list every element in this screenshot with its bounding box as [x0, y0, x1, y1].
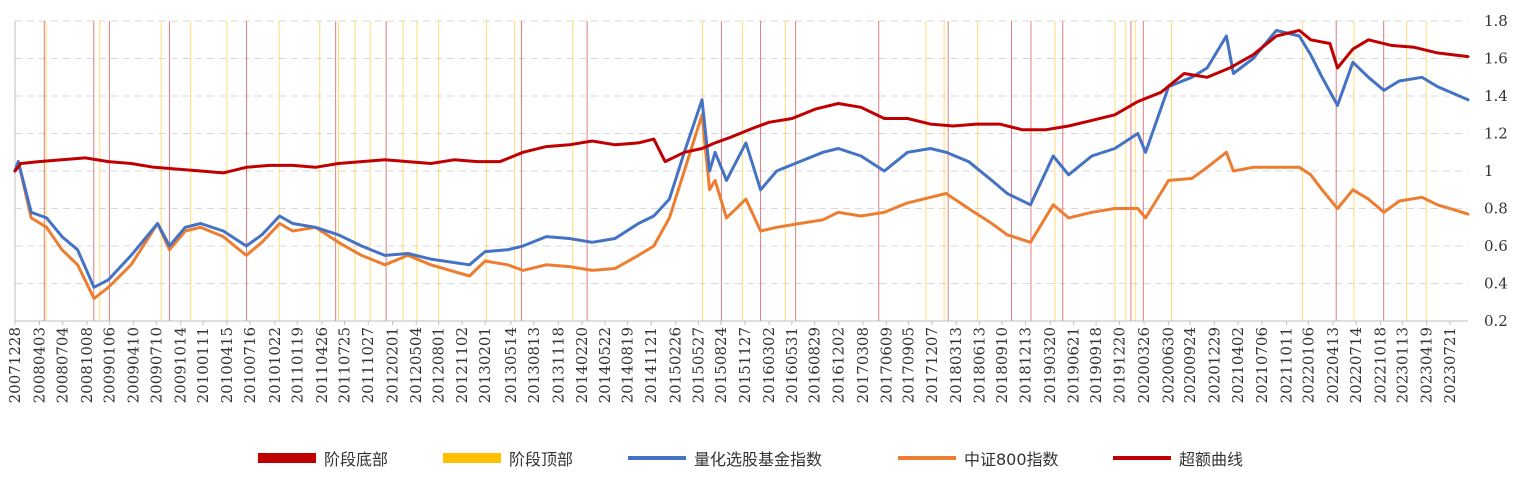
x-tick-label: 20200630 [1159, 327, 1177, 403]
x-tick-label: 20150824 [712, 327, 730, 403]
x-tick-label: 20100111 [194, 327, 212, 403]
legend-label-excess: 超额曲线 [1179, 450, 1243, 469]
legend-item-stage-bottom: 阶段底部 [258, 450, 388, 469]
x-tick-label: 20160531 [783, 327, 801, 403]
x-tick-label: 20140819 [619, 327, 637, 403]
x-tick-label: 20140522 [596, 327, 614, 403]
x-tick-label: 20080704 [54, 327, 72, 403]
y-tick-label: 1.6 [1484, 50, 1508, 68]
x-tick-label: 20200924 [1181, 327, 1199, 403]
excess-curve-line [13, 28, 1470, 175]
x-tick-label: 20200326 [1135, 327, 1153, 403]
y-tick-label: 0.6 [1484, 237, 1508, 255]
stage-marker-layer [14, 21, 1427, 321]
x-tick-label: 20080403 [31, 327, 49, 403]
legend: 阶段底部 阶段顶部 量化选股基金指数 中证800指数 超额曲线 [258, 450, 1243, 469]
x-tick-label: 20121102 [453, 327, 471, 403]
x-tick-labels: 20071228 20080403 20080704 20081008 20090106… [6, 321, 1459, 403]
legend-item-csi800: 中证800指数 [898, 450, 1059, 469]
x-tick-label: 20091014 [172, 327, 190, 403]
x-tick-label: 20170905 [900, 327, 918, 403]
x-tick-label: 20220106 [1299, 327, 1317, 403]
series-layer [13, 28, 1470, 300]
x-tick-label: 20230419 [1418, 327, 1436, 403]
x-tick-label: 20141121 [642, 327, 660, 403]
y-tick-labels: 0.2 0.4 0.6 0.8 1 1.2 1.4 1.6 1.8 [1484, 12, 1508, 330]
x-tick-label: 20220413 [1324, 327, 1342, 403]
y-tick-label: 1.8 [1484, 12, 1508, 30]
x-tick-label: 20230721 [1441, 327, 1459, 403]
x-tick-label: 20160302 [760, 327, 778, 403]
x-tick-label: 20140220 [573, 327, 591, 403]
legend-label-stage-bottom: 阶段底部 [324, 450, 388, 469]
x-tick-label: 20190320 [1041, 327, 1059, 403]
x-tick-label: 20180910 [993, 327, 1011, 403]
x-tick-label: 20110725 [336, 327, 354, 403]
x-tick-label: 20090410 [124, 327, 142, 403]
x-tick-label: 20090710 [147, 327, 165, 403]
y-tick-label: 1 [1484, 162, 1494, 180]
x-tick-label: 20221018 [1371, 327, 1389, 403]
x-tick-label: 20161202 [830, 327, 848, 403]
x-tick-label: 20090106 [101, 327, 119, 403]
y-tick-label: 1.4 [1484, 87, 1508, 105]
x-tick-label: 20111027 [359, 327, 377, 403]
x-tick-label: 20081008 [78, 327, 96, 403]
x-tick-label: 20201229 [1205, 327, 1223, 403]
x-tick-label: 20170308 [854, 327, 872, 403]
legend-item-quant-fund: 量化选股基金指数 [628, 450, 822, 469]
x-tick-label: 20110119 [288, 327, 306, 403]
x-tick-label: 20181213 [1017, 327, 1035, 403]
x-tick-label: 20071228 [6, 327, 24, 403]
x-tick-label: 20160829 [806, 327, 824, 403]
x-tick-label: 20110426 [313, 327, 331, 403]
x-tick-label: 20211011 [1278, 327, 1296, 403]
x-tick-label: 20180313 [947, 327, 965, 403]
x-tick-label: 20120504 [407, 327, 425, 403]
x-tick-label: 20230113 [1393, 327, 1411, 403]
y-tick-label: 0.4 [1484, 275, 1508, 293]
y-tick-label: 1.2 [1484, 125, 1508, 143]
x-tick-label: 20131118 [549, 327, 567, 403]
x-tick-label: 20190918 [1087, 327, 1105, 403]
x-tick-label: 20130514 [502, 327, 520, 403]
x-tick-label: 20130201 [476, 327, 494, 403]
legend-item-stage-top: 阶段顶部 [443, 450, 573, 469]
x-tick-label: 20210706 [1253, 327, 1271, 403]
legend-label-stage-top: 阶段顶部 [509, 450, 573, 469]
x-tick-label: 20120801 [430, 327, 448, 403]
x-tick-label: 20120201 [384, 327, 402, 403]
legend-swatch-stage-top [443, 453, 501, 463]
x-tick-label: 20180613 [971, 327, 989, 403]
x-tick-label: 20171207 [923, 327, 941, 403]
x-tick-label: 20100415 [218, 327, 236, 403]
x-tick-label: 20170609 [877, 327, 895, 403]
x-tick-label: 20190621 [1065, 327, 1083, 403]
legend-label-csi800: 中证800指数 [964, 450, 1059, 469]
legend-swatch-stage-bottom [258, 453, 316, 463]
x-tick-label: 20150226 [667, 327, 685, 403]
y-tick-label: 0.8 [1484, 200, 1508, 218]
x-tick-label: 20150527 [690, 327, 708, 403]
x-tick-label: 20220714 [1347, 327, 1365, 403]
csi800-index-line [13, 113, 1470, 300]
x-tick-label: 20210402 [1229, 327, 1247, 403]
y-tick-label: 0.2 [1484, 312, 1508, 330]
x-tick-label: 20151127 [736, 327, 754, 403]
x-tick-label: 20101022 [266, 327, 284, 403]
quant-fund-index-line [13, 28, 1470, 289]
x-tick-label: 20130813 [525, 327, 543, 403]
legend-item-excess: 超额曲线 [1113, 450, 1243, 469]
x-tick-label: 20191220 [1111, 327, 1129, 403]
x-tick-label: 20100716 [241, 327, 259, 403]
legend-label-quant-fund: 量化选股基金指数 [694, 450, 822, 469]
